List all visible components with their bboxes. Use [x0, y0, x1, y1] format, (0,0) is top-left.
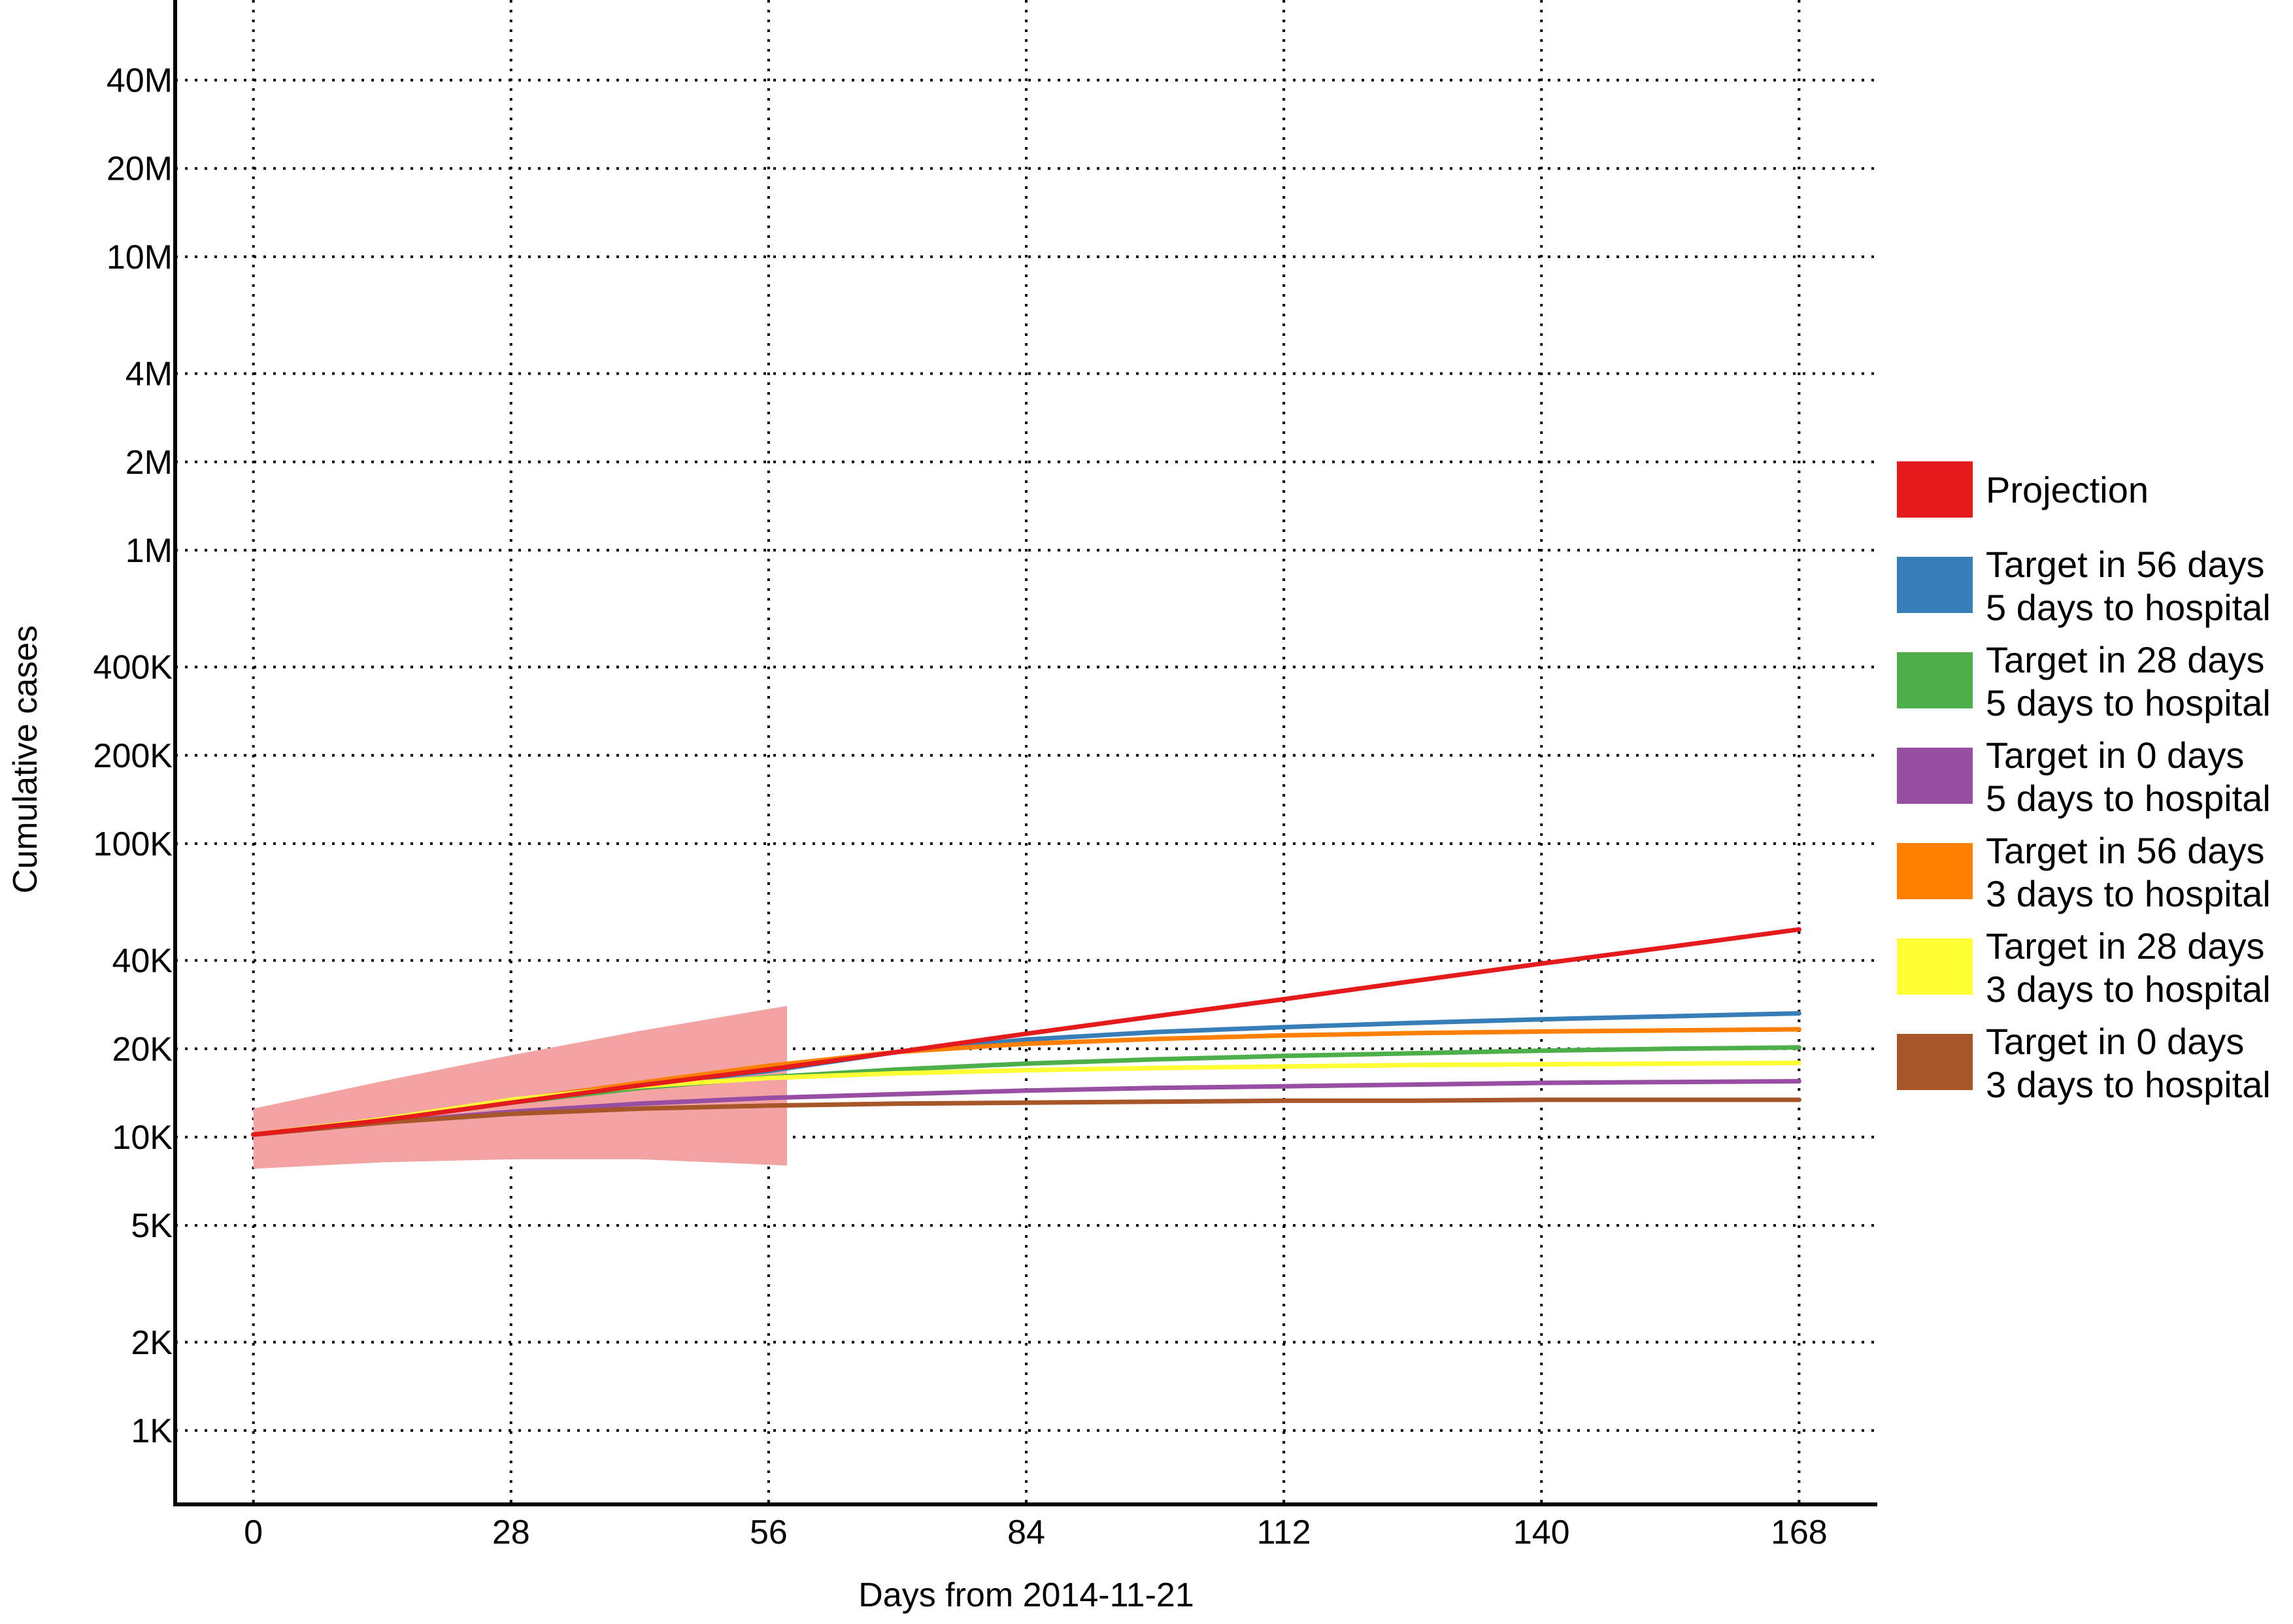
legend-swatch-2	[1897, 557, 1973, 613]
legend-label-7: Target in 0 days 3 days to hospital	[1986, 1021, 2271, 1105]
y-tick-label: 40M	[107, 62, 173, 100]
legend-swatch-5	[1897, 843, 1973, 899]
legend-label-4: Target in 0 days 5 days to hospital	[1986, 735, 2271, 819]
y-tick-label: 2M	[126, 444, 173, 482]
legend-label-line: 3 days to hospital	[1986, 969, 2271, 1010]
legend-label-line: 3 days to hospital	[1986, 1064, 2271, 1105]
y-tick-label: 2K	[131, 1324, 173, 1362]
y-tick-label: 100K	[93, 825, 173, 863]
series-line-7	[251, 1097, 1801, 1137]
legend-label-line: Target in 0 days	[1986, 735, 2244, 776]
y-tick-label: 5K	[131, 1207, 173, 1245]
legend-swatch-6	[1897, 938, 1973, 995]
legend-swatch-3	[1897, 652, 1973, 708]
legend-label-line: 5 days to hospital	[1986, 587, 2271, 628]
legend-label-line: Target in 0 days	[1986, 1021, 2244, 1062]
axes	[173, 0, 1877, 1506]
y-tick-label: 20K	[112, 1031, 173, 1069]
legend-swatch-4	[1897, 748, 1973, 804]
legend-label-line: 5 days to hospital	[1986, 778, 2271, 819]
grid-lines	[175, 0, 1877, 1504]
legend-label-line: 5 days to hospital	[1986, 682, 2271, 723]
x-tick-label: 0	[244, 1514, 263, 1551]
confidence-band-group	[253, 1006, 788, 1169]
x-axis-label: Days from 2014-11-21	[858, 1576, 1194, 1614]
y-tick-label: 10M	[107, 239, 173, 276]
series-lines-group	[251, 927, 1801, 1137]
y-tick-label: 400K	[93, 649, 173, 687]
series-line-6	[251, 1060, 1801, 1137]
x-tick-label: 140	[1513, 1514, 1570, 1551]
x-tick-label: 28	[492, 1514, 530, 1551]
y-tick-label: 1M	[126, 532, 173, 570]
projection-uncertainty-band	[253, 1006, 788, 1169]
y-tick-label: 10K	[112, 1119, 173, 1157]
y-tick-labels: 1K 2K 5K 10K 20K 40K 100K 200K 400K 1M 2M 4M 10M 20M 4…	[93, 62, 173, 1450]
legend-label-5: Target in 56 days 3 days to hospital	[1986, 830, 2271, 914]
legend-label-line: 3 days to hospital	[1986, 873, 2271, 914]
legend-label-line: Target in 56 days	[1986, 830, 2264, 871]
x-tick-label: 56	[750, 1514, 788, 1551]
x-tick-label: 112	[1257, 1514, 1311, 1551]
y-tick-label: 4M	[126, 356, 173, 393]
legend-label-1: Projection	[1986, 469, 2149, 510]
legend-label-2: Target in 56 days 5 days to hospital	[1986, 544, 2271, 628]
y-tick-label: 40K	[112, 942, 173, 980]
legend-label-6: Target in 28 days 3 days to hospital	[1986, 925, 2271, 1010]
x-tick-label: 168	[1771, 1514, 1828, 1551]
y-tick-label: 1K	[131, 1412, 173, 1450]
series-line-1	[251, 927, 1801, 1137]
y-axis-label: Cumulative cases	[7, 625, 44, 893]
legend-swatch-7	[1897, 1034, 1973, 1090]
legend-label-3: Target in 28 days 5 days to hospital	[1986, 639, 2271, 723]
legend-swatch-1	[1897, 461, 1973, 518]
legend-label-line: Target in 28 days	[1986, 925, 2264, 967]
x-tick-labels: 0 28 56 84 112 140 168	[244, 1514, 1828, 1551]
legend-label-line: Target in 28 days	[1986, 639, 2264, 680]
x-tick-label: 84	[1007, 1514, 1045, 1551]
legend-label-line: Target in 56 days	[1986, 544, 2264, 585]
y-tick-label: 20M	[107, 150, 173, 188]
y-tick-label: 200K	[93, 737, 173, 775]
